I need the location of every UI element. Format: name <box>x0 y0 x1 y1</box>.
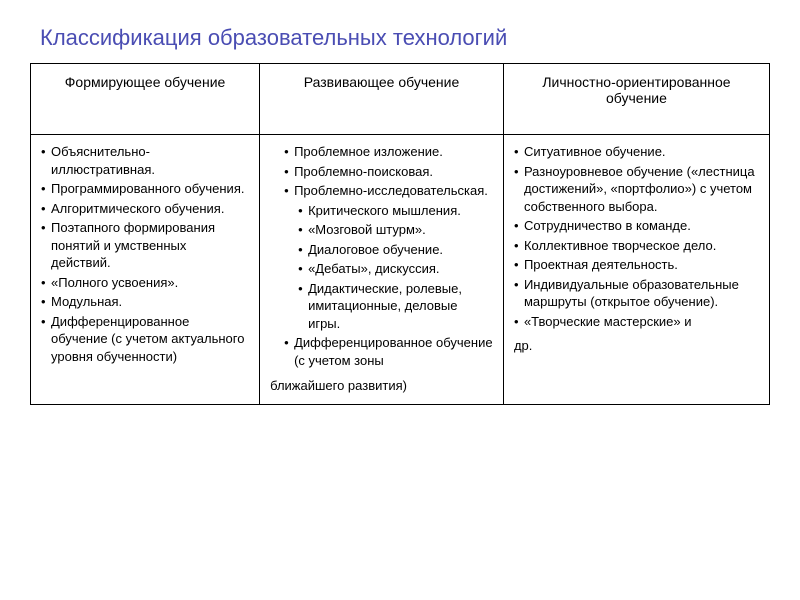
list-item: Проблемно-поисковая. <box>284 163 493 181</box>
list-item: Проблемное изложение. <box>284 143 493 161</box>
column-header: Личностно-ориентированное обучение <box>503 64 769 135</box>
list-item: Сотрудничество в команде. <box>514 217 759 235</box>
bullet-list: Объяснительно-иллюстративная. Программиро… <box>41 143 249 366</box>
trailing-text: др. <box>514 336 759 357</box>
list-item: Программированного обучения. <box>41 180 249 198</box>
list-item: Объяснительно-иллюстративная. <box>41 143 249 178</box>
cell-forming: Объяснительно-иллюстративная. Программиро… <box>31 135 260 405</box>
list-item: «Полного усвоения». <box>41 274 249 292</box>
list-item: Алгоритмического обучения. <box>41 200 249 218</box>
list-item: Дифференцированное обучение (с учетом ак… <box>41 313 249 366</box>
table-header-row: Формирующее обучение Развивающее обучени… <box>31 64 770 135</box>
classification-table: Формирующее обучение Развивающее обучени… <box>30 63 770 405</box>
list-item: Модульная. <box>41 293 249 311</box>
bullet-list: Проблемное изложение. Проблемно-поисковая… <box>270 143 493 370</box>
list-item: Диалоговое обучение. <box>298 241 493 259</box>
list-item: Коллективное творческое дело. <box>514 237 759 255</box>
slide-container: Классификация образовательных технологий… <box>0 0 800 425</box>
list-item: Критического мышления. <box>298 202 493 220</box>
column-header: Развивающее обучение <box>260 64 504 135</box>
trailing-text: ближайшего развития) <box>270 376 493 397</box>
bullet-list: Ситуативное обучение. Разноуровневое обуч… <box>514 143 759 330</box>
list-item: Разноуровневое обучение («лестница дости… <box>514 163 759 216</box>
table-row: Объяснительно-иллюстративная. Программиро… <box>31 135 770 405</box>
page-title: Классификация образовательных технологий <box>40 25 770 51</box>
list-item: «Дебаты», дискуссия. <box>298 260 493 278</box>
list-item: Дидактические, ролевые, имитационные, де… <box>298 280 493 333</box>
list-item: Ситуативное обучение. <box>514 143 759 161</box>
list-item: Поэтапного формирования понятий и умстве… <box>41 219 249 272</box>
list-item: Индивидуальные образовательные маршруты … <box>514 276 759 311</box>
list-item: Дифференцированное обучение (с учетом зо… <box>284 334 493 369</box>
list-item: «Мозговой штурм». <box>298 221 493 239</box>
column-header: Формирующее обучение <box>31 64 260 135</box>
cell-person-oriented: Ситуативное обучение. Разноуровневое обуч… <box>503 135 769 405</box>
list-item: Проблемно-исследовательская. <box>284 182 493 200</box>
list-item: Проектная деятельность. <box>514 256 759 274</box>
cell-developing: Проблемное изложение. Проблемно-поисковая… <box>260 135 504 405</box>
list-item: «Творческие мастерские» и <box>514 313 759 331</box>
